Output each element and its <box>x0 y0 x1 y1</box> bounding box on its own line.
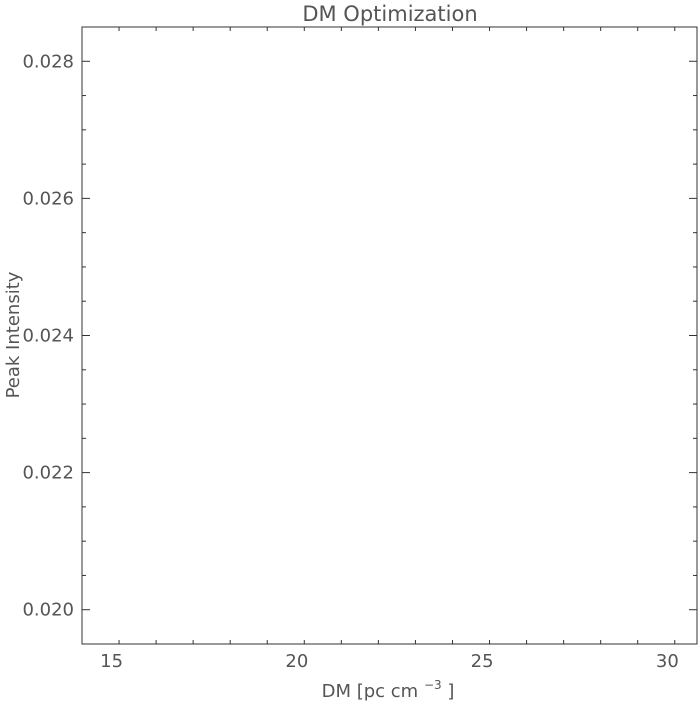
x-tick-label: 30 <box>656 651 679 672</box>
x-axis-ticks: 15 20 25 30 <box>81 27 679 672</box>
x-axis-label-end: ] <box>447 681 454 702</box>
x-axis-label-main: DM [pc cm <box>322 681 419 702</box>
y-tick-label: 0.026 <box>22 188 74 209</box>
y-axis-label: Peak Intensity <box>3 271 24 398</box>
x-tick-label: 25 <box>471 651 494 672</box>
y-tick-label: 0.024 <box>22 326 74 347</box>
y-tick-label: 0.022 <box>22 463 74 484</box>
x-axis-label: DM [pc cm −3 ] <box>322 673 455 702</box>
chart-title: DM Optimization <box>302 2 477 26</box>
y-axis-ticks: 0.020 0.022 0.024 0.026 0.028 <box>22 26 697 645</box>
y-tick-label: 0.028 <box>22 51 74 72</box>
x-axis-label-superscript: −3 <box>424 678 442 692</box>
x-tick-label: 15 <box>100 651 123 672</box>
x-tick-label: 20 <box>285 651 308 672</box>
y-tick-label: 0.020 <box>22 600 74 621</box>
plot-frame <box>81 26 698 645</box>
